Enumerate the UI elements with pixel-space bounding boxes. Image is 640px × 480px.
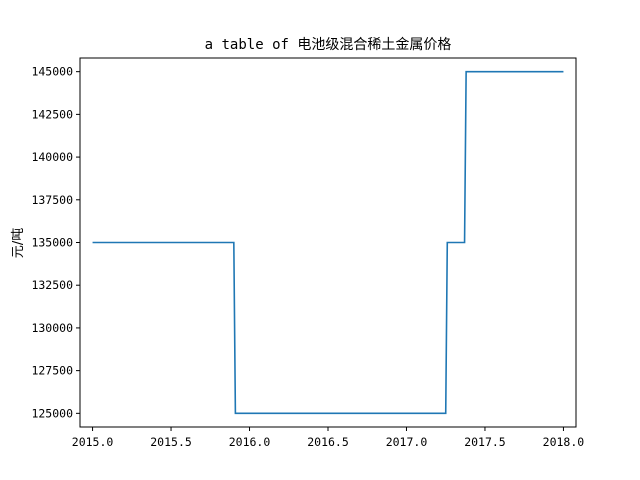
y-tick-label: 130000 bbox=[31, 321, 73, 335]
x-tick-label: 2018.0 bbox=[543, 435, 585, 449]
y-tick-label: 145000 bbox=[31, 65, 73, 79]
y-tick-label: 140000 bbox=[31, 150, 73, 164]
y-tick-label: 137500 bbox=[31, 193, 73, 207]
x-tick-label: 2015.5 bbox=[150, 435, 192, 449]
x-tick-label: 2016.0 bbox=[229, 435, 271, 449]
x-tick-label: 2017.0 bbox=[386, 435, 428, 449]
chart-marks: 2015.0 2015.5 2016.0 2016.5 2017.0 2017.5 2018… bbox=[31, 65, 584, 449]
series-line-0 bbox=[92, 70, 564, 415]
x-tick-label: 2015.0 bbox=[72, 435, 114, 449]
y-axis-label: 元/吨 bbox=[11, 228, 26, 258]
y-tick-label: 135000 bbox=[31, 236, 73, 250]
x-tick-label: 2017.5 bbox=[464, 435, 506, 449]
y-tick-label: 127500 bbox=[31, 364, 73, 378]
y-tick-label: 125000 bbox=[31, 406, 73, 420]
x-tick-label: 2016.5 bbox=[307, 435, 349, 449]
chart-title: a table of 电池级混合稀土金属价格 bbox=[205, 37, 452, 53]
plot-area-frame bbox=[79, 57, 577, 428]
y-tick-label: 142500 bbox=[31, 107, 73, 121]
y-tick-label: 132500 bbox=[31, 278, 73, 292]
